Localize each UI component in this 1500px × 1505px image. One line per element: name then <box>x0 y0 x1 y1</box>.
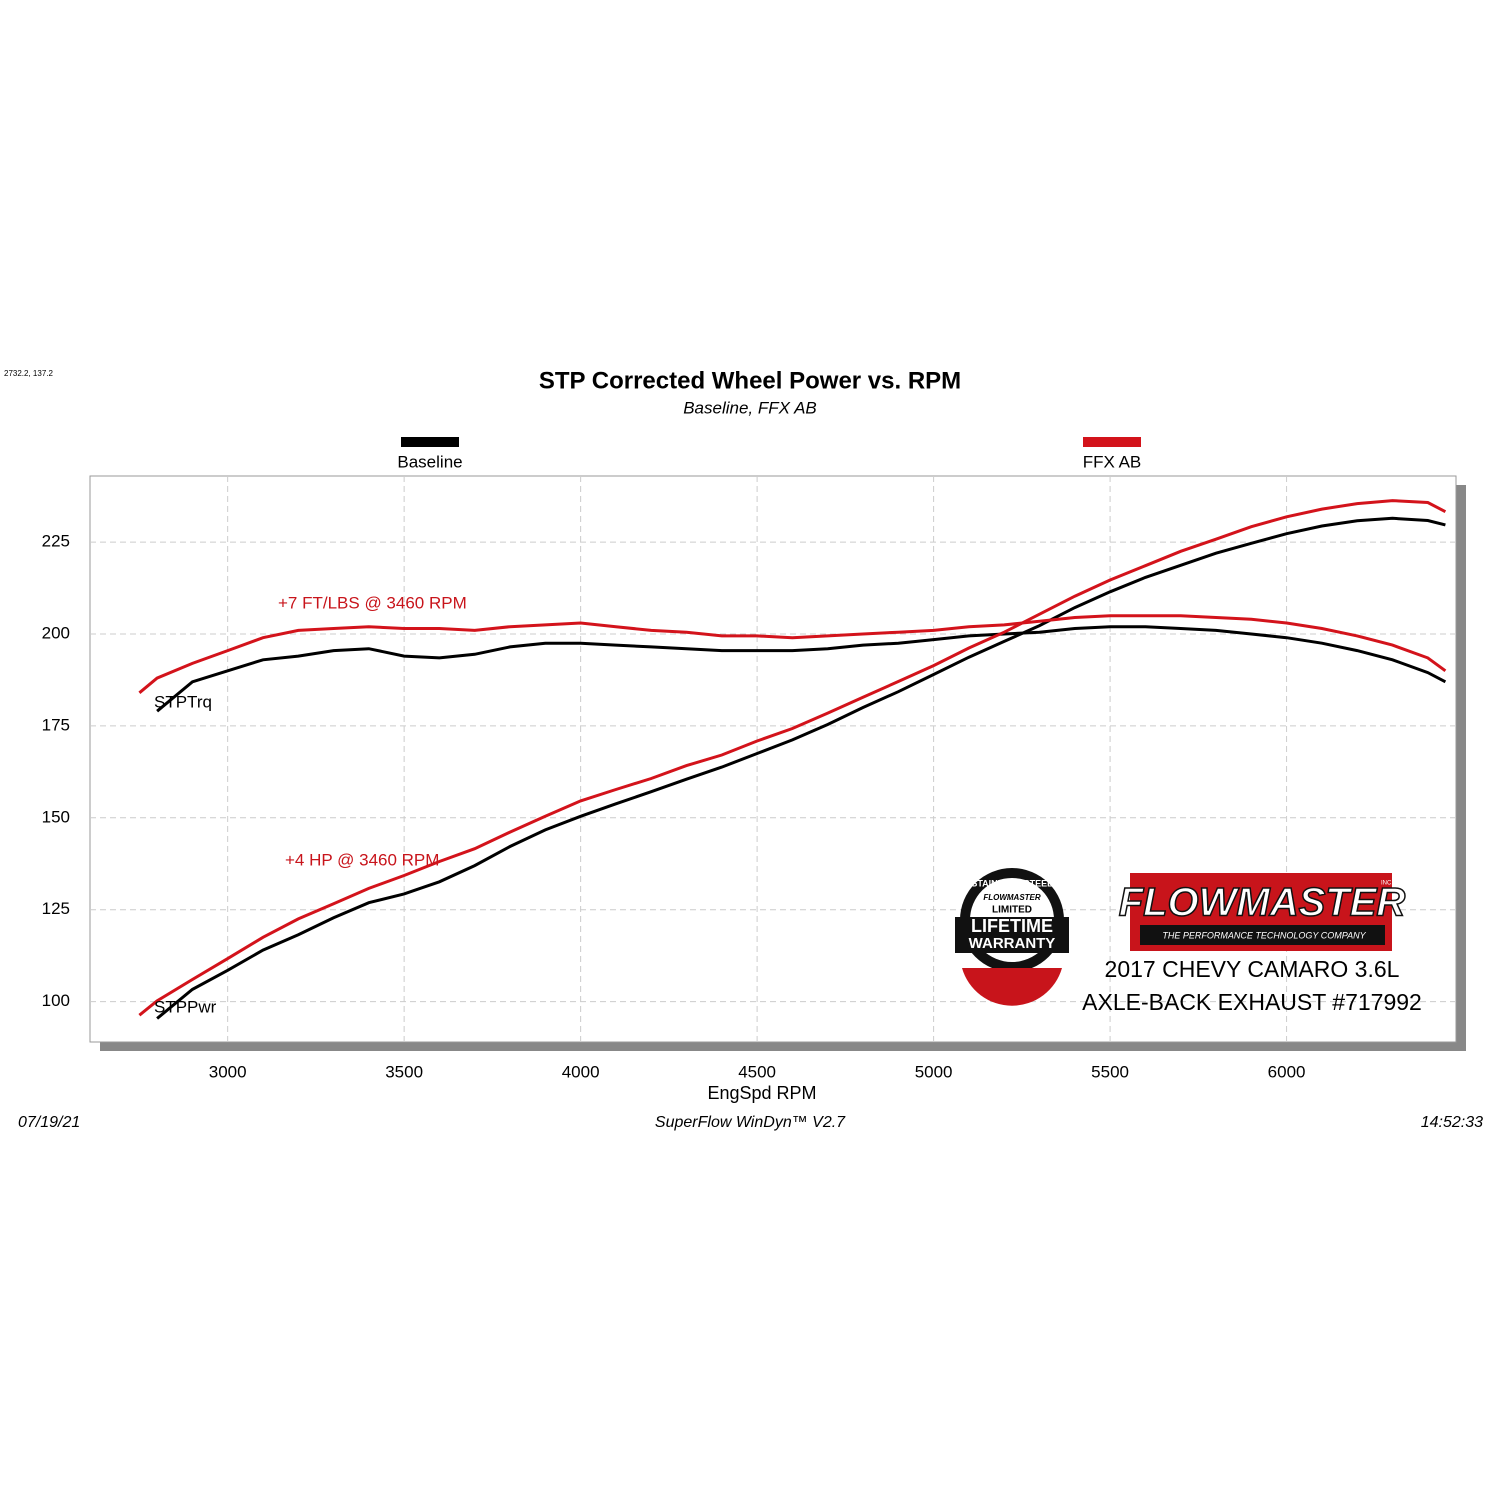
x-tick-label: 4000 <box>562 1062 600 1081</box>
y-tick-label: 150 <box>42 807 70 826</box>
badge-arc: STAINLESS STEEL <box>971 878 1053 888</box>
annotation: +7 FT/LBS @ 3460 RPM <box>278 593 467 612</box>
badge-line1: LIMITED <box>992 905 1032 916</box>
caption-line: AXLE-BACK EXHAUST #717992 <box>1082 989 1422 1015</box>
logo-tagline: THE PERFORMANCE TECHNOLOGY COMPANY <box>1162 930 1366 940</box>
logo-brand: FLOWMASTER <box>1119 881 1406 925</box>
line-power <box>138 499 1447 1017</box>
line-torque <box>156 625 1447 713</box>
badge-line3: WARRANTY <box>969 935 1056 952</box>
footer-software: SuperFlow WinDyn™ V2.7 <box>655 1114 846 1131</box>
x-tick-label: 3500 <box>385 1062 423 1081</box>
x-tick-label: 4500 <box>738 1062 776 1081</box>
warranty-badge: STAINLESS STEEL FLOWMASTER LIMITED LIFET… <box>955 868 1069 1006</box>
badge-line2: LIFETIME <box>971 916 1053 936</box>
x-tick-label: 5000 <box>915 1062 953 1081</box>
line-torque <box>138 614 1447 694</box>
chart-subtitle: Baseline, FFX AB <box>683 398 817 417</box>
y-tick-label: 200 <box>42 624 70 643</box>
x-axis-label: EngSpd RPM <box>707 1083 816 1103</box>
footer-time: 14:52:33 <box>1421 1114 1483 1131</box>
x-tick-label: 3000 <box>209 1062 247 1081</box>
line-power <box>156 516 1446 1020</box>
logo: FLOWMASTER INC. THE PERFORMANCE TECHNOLO… <box>1118 873 1406 951</box>
legend-swatch <box>1083 437 1141 447</box>
chart-title: STP Corrected Wheel Power vs. RPM <box>539 367 961 394</box>
y-tick-label: 125 <box>42 899 70 918</box>
annotation: +4 HP @ 3460 RPM <box>285 850 439 869</box>
corner-note: 2732.2, 137.2 <box>4 369 53 378</box>
y-tick-label: 225 <box>42 532 70 551</box>
footer-date: 07/19/21 <box>18 1114 80 1131</box>
logo-suffix: INC. <box>1381 881 1393 887</box>
legend-label: FFX AB <box>1083 452 1142 471</box>
caption-line: 2017 CHEVY CAMARO 3.6L <box>1105 956 1400 982</box>
x-tick-label: 5500 <box>1091 1062 1129 1081</box>
badge-band <box>955 917 1069 953</box>
x-tick-label: 6000 <box>1268 1062 1306 1081</box>
badge-red <box>962 968 1062 1006</box>
legend-swatch <box>401 437 459 447</box>
legend-label: Baseline <box>397 452 462 471</box>
badge-brand: FLOWMASTER <box>983 893 1041 902</box>
y-tick-label: 175 <box>42 715 70 734</box>
curve-label: STPTrq <box>154 692 212 711</box>
y-tick-label: 100 <box>42 991 70 1010</box>
curve-label: STPPwr <box>154 997 217 1016</box>
plot: 100 125 150 175 200 225 3000 3500 4000 4500 5000 55… <box>42 437 1456 1081</box>
logo-band <box>1140 925 1385 945</box>
